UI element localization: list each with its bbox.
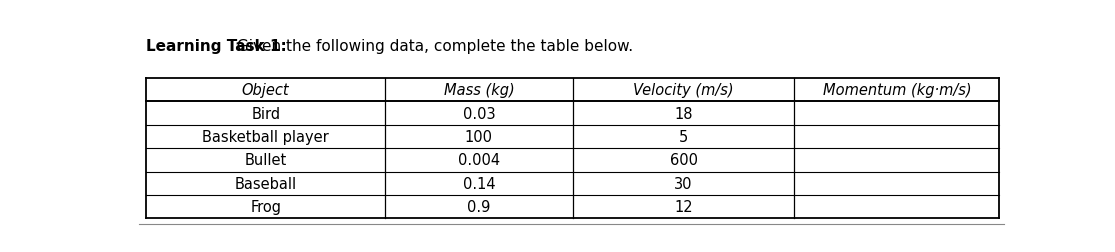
Text: 600: 600 [670,153,698,168]
Text: 18: 18 [675,106,692,121]
Text: Given the following data, complete the table below.: Given the following data, complete the t… [232,39,633,54]
Text: 0.14: 0.14 [463,176,495,191]
Text: Momentum (kg·m/s): Momentum (kg·m/s) [823,83,971,98]
Text: Mass (kg): Mass (kg) [444,83,514,98]
Text: 100: 100 [465,130,493,144]
Text: 0.03: 0.03 [463,106,495,121]
Text: 30: 30 [675,176,692,191]
Text: 0.004: 0.004 [458,153,500,168]
Text: Learning Task 1:: Learning Task 1: [146,39,287,54]
Text: Bird: Bird [251,106,280,121]
Text: Frog: Frog [250,199,281,214]
Text: Baseball: Baseball [234,176,297,191]
Text: Bullet: Bullet [244,153,287,168]
Text: 0.9: 0.9 [467,199,491,214]
Text: 5: 5 [679,130,688,144]
Text: Basketball player: Basketball player [202,130,329,144]
Text: Object: Object [242,83,290,98]
Text: Velocity (m/s): Velocity (m/s) [633,83,734,98]
Text: 12: 12 [675,199,692,214]
